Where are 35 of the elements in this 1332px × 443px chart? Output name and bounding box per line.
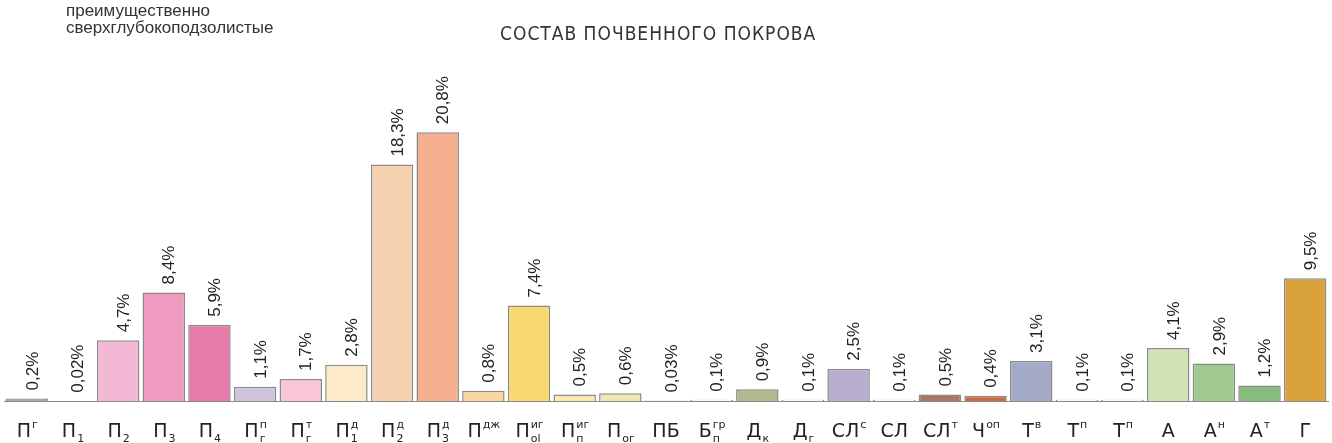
- data-label: 0,6%: [616, 346, 636, 386]
- data-label: 1,7%: [296, 332, 316, 372]
- text: преимущественно сверхглубокоподзолистые: [66, 1, 275, 37]
- data-label: 1,1%: [250, 340, 270, 379]
- chart-title: СОСТАВ ПОЧВЕННОГО ПОКРОВА: [500, 22, 817, 44]
- data-label: 2,9%: [1209, 316, 1229, 356]
- data-label: 7,4%: [524, 258, 544, 298]
- data-label: 0,2%: [22, 351, 42, 391]
- data-label: 0,1%: [798, 352, 818, 392]
- data-label: 3,1%: [1026, 314, 1046, 353]
- data-label: 0,1%: [1072, 352, 1092, 392]
- x-tick-label: Г: [1299, 419, 1311, 441]
- data-label: 20,8%: [433, 76, 453, 125]
- data-label: 0,1%: [707, 352, 727, 392]
- data-label: 0,8%: [479, 343, 499, 383]
- data-label: 0,03%: [661, 344, 681, 393]
- data-label: 2,5%: [844, 321, 864, 361]
- data-label: 4,7%: [113, 293, 133, 333]
- data-label: 0,5%: [935, 347, 955, 387]
- data-label: 5,9%: [205, 278, 225, 317]
- data-label: 4,1%: [1163, 301, 1183, 341]
- data-label: 2,8%: [342, 318, 362, 357]
- data-label: 0,5%: [570, 347, 590, 387]
- data-label: 8,4%: [159, 245, 179, 285]
- data-label: 0,4%: [981, 349, 1001, 388]
- x-tick-label: СЛ: [880, 419, 909, 441]
- x-tick-label: А: [1161, 419, 1175, 441]
- data-label: 1,2%: [1255, 338, 1275, 378]
- data-label: 0,02%: [68, 344, 88, 393]
- data-label: 18,3%: [387, 108, 407, 157]
- data-label: 0,9%: [753, 342, 772, 382]
- x-tick-label: ПБ: [652, 419, 680, 441]
- data-label: 9,5%: [1300, 231, 1320, 271]
- data-label: 0,1%: [889, 352, 909, 392]
- data-label: 0,1%: [1118, 352, 1138, 392]
